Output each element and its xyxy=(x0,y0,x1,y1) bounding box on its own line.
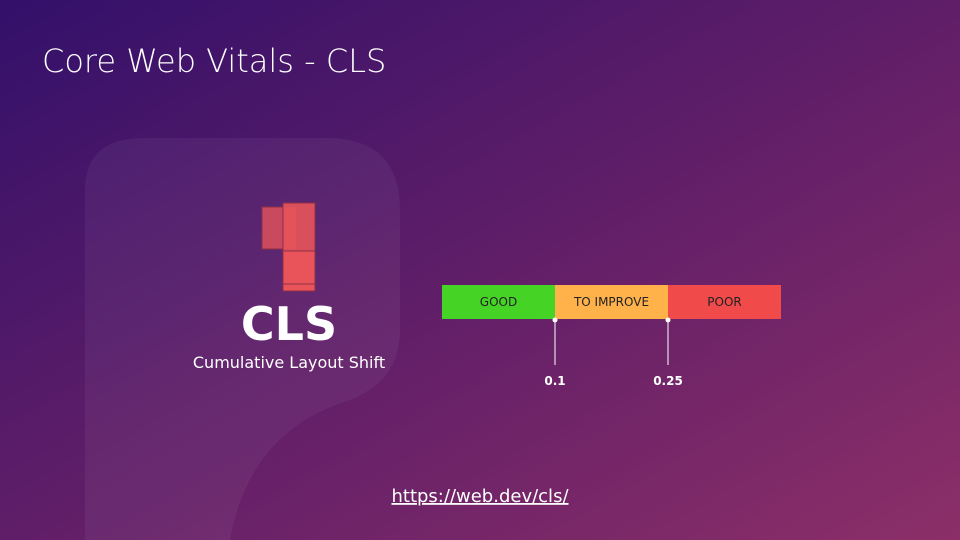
reference-link[interactable]: https://web.dev/cls/ xyxy=(391,486,569,507)
background-shape xyxy=(85,138,400,540)
segment-poor xyxy=(668,285,781,319)
segment-improve xyxy=(555,285,668,319)
slide-title: Core Web Vitals - CLS xyxy=(42,42,386,80)
threshold-scale: GOOD TO IMPROVE POOR 0.1 0.25 xyxy=(442,285,781,388)
metric-name: Cumulative Layout Shift xyxy=(193,353,385,372)
segment-good xyxy=(442,285,555,319)
threshold-label: 0.25 xyxy=(653,374,683,388)
threshold-label: 0.1 xyxy=(544,374,565,388)
segment-label: TO IMPROVE xyxy=(573,295,649,309)
threshold-dot xyxy=(552,317,558,323)
metric-abbr: CLS xyxy=(241,297,337,351)
segment-label: POOR xyxy=(707,295,741,309)
cls-icon xyxy=(261,202,316,292)
segment-label: GOOD xyxy=(480,295,517,309)
threshold-dot xyxy=(665,317,671,323)
